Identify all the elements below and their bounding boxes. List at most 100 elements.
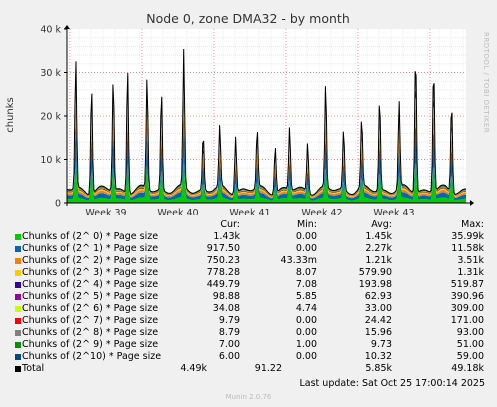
legend-max-value: 519.87 [450, 279, 484, 290]
legend-max-value: 59.00 [456, 351, 484, 362]
legend-max-value: 309.00 [450, 303, 484, 314]
legend-avg-value: 1.45k [365, 231, 392, 242]
legend-cur-value: 4.49k [180, 363, 207, 374]
legend-avg-value: 1.21k [365, 255, 392, 266]
legend-swatch [15, 258, 21, 264]
y-tick-label: 30 k [40, 68, 61, 79]
legend-avg-value: 62.93 [364, 291, 392, 302]
grid [67, 29, 466, 203]
legend-swatch [15, 306, 21, 312]
legend-avg-value: 5.85k [365, 363, 392, 374]
y-axis-label: chunks [5, 97, 16, 133]
legend-avg-value: 193.98 [358, 279, 392, 290]
legend-row: Chunks of (2^ 7) * Page size 9.79 0.00 24.4… [0, 315, 497, 327]
legend-row: Chunks of (2^ 2) * Page size 750.23 43.33m… [0, 255, 497, 267]
legend-series-name: Total [22, 363, 45, 374]
legend-cur-value: 8.79 [218, 327, 240, 338]
legend-max-value: 51.00 [456, 339, 484, 350]
legend-series-name: Chunks of (2^ 4) * Page size [22, 279, 159, 290]
legend-swatch [15, 342, 21, 348]
legend-avg-value: 15.96 [364, 327, 392, 338]
x-axis-arrow [470, 200, 474, 206]
chart-area: Node 0, zone DMA32 - by month chunks RRD… [5, 11, 490, 215]
last-update: Last update: Sat Oct 25 17:00:14 2025 [299, 378, 485, 389]
y-tick-label: 10 k [40, 155, 61, 166]
legend-max-value: 1.31k [457, 267, 484, 278]
legend-max-value: 171.00 [450, 315, 484, 326]
legend-cur-value: 778.28 [206, 267, 240, 278]
total-line [66, 48, 466, 196]
legend-series-name: Chunks of (2^ 8) * Page size [22, 327, 159, 338]
legend-min-value: 0.00 [295, 315, 317, 326]
legend-row: Chunks of (2^ 8) * Page size 8.79 0.00 15.9… [0, 327, 497, 339]
legend-min-value: 0.00 [295, 351, 317, 362]
legend-min-value: 7.08 [295, 279, 317, 290]
legend-series-name: Chunks of (2^ 9) * Page size [22, 339, 159, 350]
legend-row: Chunks of (2^ 3) * Page size 778.28 8.07 57… [0, 267, 497, 279]
legend-cur-value: 9.79 [218, 315, 240, 326]
legend-cur-value: 7.00 [218, 339, 240, 350]
legend-max-value: 390.96 [450, 291, 484, 302]
axis-ticks: 0 10 k 20 k 30 k 40 k Week 39 Week 40 Week 41 We… [40, 25, 474, 215]
legend-min-value: 4.74 [295, 303, 317, 314]
legend-min-value: 5.85 [295, 291, 317, 302]
legend-cur-value: 98.88 [212, 291, 240, 302]
y-tick-label: 40 k [40, 25, 61, 36]
legend-cur-value: 1.43k [213, 231, 240, 242]
legend-avg-value: 10.32 [364, 351, 392, 362]
legend-row: Chunks of (2^ 0) * Page size 1.43k 0.00 1.4… [0, 231, 497, 243]
legend-row: Chunks of (2^ 9) * Page size 7.00 1.00 9.73… [0, 339, 497, 351]
legend-swatch [15, 330, 21, 336]
legend-swatch [15, 246, 21, 252]
legend-max-value: 49.18k [451, 363, 484, 374]
legend-min-value: 0.00 [295, 327, 317, 338]
legend-swatch [15, 318, 21, 324]
x-tick-label: Week 42 [301, 208, 342, 215]
legend-cur-value: 449.79 [206, 279, 240, 290]
x-tick-label: Week 39 [85, 208, 126, 215]
rrdtool-side-label: RRDTOOL / TOBI OETIKER [482, 32, 490, 133]
legend-max-value: 3.51k [457, 255, 484, 266]
legend-max-value: 93.00 [456, 327, 484, 338]
legend-cur-value: 34.08 [212, 303, 240, 314]
legend-min-value: 0.00 [295, 231, 317, 242]
legend-avg-value: 2.27k [365, 243, 392, 254]
legend-row: Chunks of (2^10) * Page size 6.00 0.00 10.3… [0, 351, 497, 363]
legend-swatch [15, 270, 21, 276]
legend-row: Chunks of (2^ 6) * Page size 34.08 4.74 33.… [0, 303, 497, 315]
legend-avg-value: 579.90 [358, 267, 392, 278]
series-area-0 [67, 156, 466, 203]
legend-row: Chunks of (2^ 4) * Page size 449.79 7.08 19… [0, 279, 497, 291]
legend-series-name: Chunks of (2^ 7) * Page size [22, 315, 159, 326]
legend-series-name: Chunks of (2^ 6) * Page size [22, 303, 159, 314]
x-tick-label: Week 41 [229, 208, 270, 215]
x-tick-label: Week 43 [373, 208, 414, 215]
legend-min-value: 43.33m [280, 255, 317, 266]
legend-series-name: Chunks of (2^ 0) * Page size [22, 231, 159, 242]
legend-swatch [15, 354, 21, 360]
legend-series-name: Chunks of (2^ 3) * Page size [22, 267, 159, 278]
legend-min-value: 0.00 [295, 243, 317, 254]
legend-min-value: 91.22 [254, 363, 282, 374]
series-area-1 [67, 113, 466, 201]
munin-version: Munin 2.0.76 [225, 393, 272, 401]
legend-avg-value: 33.00 [364, 303, 392, 314]
y-tick-label: 20 k [40, 112, 61, 123]
legend-series-name: Chunks of (2^10) * Page size [22, 351, 162, 362]
legend-header-cur: Cur: [220, 219, 240, 230]
legend-cur-value: 6.00 [218, 351, 240, 362]
legend-header-avg: Avg: [371, 219, 392, 230]
legend-swatch [15, 366, 21, 372]
legend-min-value: 8.07 [295, 267, 317, 278]
legend-avg-value: 9.73 [370, 339, 392, 350]
legend-cur-value: 917.50 [206, 243, 240, 254]
legend-max-value: 11.58k [451, 243, 484, 254]
data-areas [66, 48, 466, 203]
legend-header-max: Max: [461, 219, 484, 230]
chart-title: Node 0, zone DMA32 - by month [146, 11, 350, 26]
y-axis-arrow [64, 25, 70, 29]
legend-header-min: Min: [296, 219, 317, 230]
legend-cur-value: 750.23 [206, 255, 240, 266]
legend-row: Total 4.49k 91.22 5.85k 49.18k [0, 363, 497, 375]
legend-row: Chunks of (2^ 5) * Page size 98.88 5.85 62.… [0, 291, 497, 303]
